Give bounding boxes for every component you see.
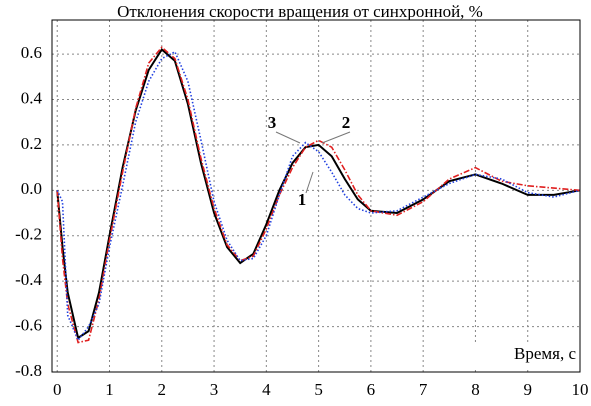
plot-frame: [51, 19, 581, 373]
y-tick-label: -0.8: [15, 361, 42, 380]
x-tick-label: 8: [471, 380, 480, 399]
annotation-leader: [305, 171, 314, 194]
y-tick-label: 0.0: [21, 179, 42, 198]
annotation-leader: [321, 131, 351, 144]
y-tick-label: 0.6: [21, 43, 42, 62]
x-tick-label: 10: [572, 380, 589, 399]
x-tick-label: 1: [105, 380, 114, 399]
x-tick-label: 7: [419, 380, 428, 399]
series-line: [56, 50, 581, 342]
series-line: [56, 46, 581, 344]
y-tick-label: -0.6: [15, 315, 42, 334]
x-tick-label: 2: [158, 380, 167, 399]
annotation: 2: [342, 113, 351, 132]
annotation: 3: [268, 113, 277, 132]
x-axis-label: Время, с: [514, 344, 576, 363]
y-tick-label: 0.4: [21, 88, 43, 107]
x-tick-label: 5: [314, 380, 323, 399]
y-tick-label: 0.2: [21, 134, 42, 153]
x-tick-label: 3: [210, 380, 219, 399]
annotation-leader: [275, 131, 301, 144]
annotation: 1: [298, 190, 307, 209]
x-tick-label: 0: [53, 380, 62, 399]
x-tick-label: 4: [262, 380, 271, 399]
chart-title: Отклонения скорости вращения от синхронн…: [117, 2, 483, 21]
x-tick-label: 6: [367, 380, 376, 399]
y-tick-label: -0.2: [15, 225, 42, 244]
y-tick-label: -0.4: [15, 270, 42, 289]
x-label-bg: [470, 343, 578, 367]
series-line: [56, 47, 581, 340]
x-tick-label: 9: [523, 380, 532, 399]
